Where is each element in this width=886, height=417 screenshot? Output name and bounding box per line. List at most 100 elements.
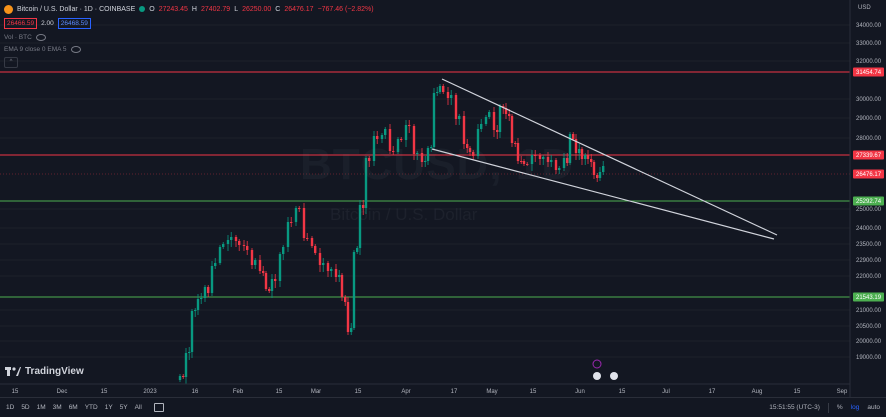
- time-tick-label: Jul: [662, 389, 670, 395]
- timeframe-5d[interactable]: 5D: [21, 404, 30, 411]
- candle-body: [538, 155, 542, 159]
- volume-indicator[interactable]: Vol · BTC: [4, 33, 32, 41]
- timeframe-1y[interactable]: 1Y: [104, 404, 113, 411]
- price-tick-label: 19000.00: [856, 355, 882, 361]
- sell-button[interactable]: 26466.59: [4, 17, 38, 29]
- price-tick-label: 22900.00: [856, 258, 882, 264]
- price-tag: 25292.74: [853, 196, 884, 206]
- time-tick-label: 15: [101, 389, 108, 395]
- candle-body: [302, 208, 306, 238]
- candle-body: [392, 151, 395, 152]
- eye-icon[interactable]: [70, 45, 81, 53]
- auto-toggle[interactable]: auto: [867, 404, 880, 411]
- price-tick-label: 22000.00: [856, 274, 882, 280]
- candle-body: [476, 129, 480, 156]
- candle-body: [424, 161, 427, 162]
- event-icon[interactable]: [592, 359, 602, 369]
- candle-body: [454, 95, 458, 119]
- candle-body: [472, 152, 475, 156]
- time-tick-label: Mar: [311, 389, 321, 395]
- currency-label[interactable]: USD: [858, 5, 871, 11]
- candle-body: [294, 208, 298, 222]
- candle-body: [586, 155, 590, 159]
- flag-us-icon[interactable]: [610, 372, 618, 380]
- candle-body: [298, 208, 301, 209]
- collapse-legend-button[interactable]: ^: [4, 56, 18, 68]
- candle-body: [520, 161, 523, 162]
- candle-body: [230, 237, 233, 240]
- candle-body: [290, 222, 293, 223]
- candle-body: [384, 129, 387, 135]
- candle-body: [554, 160, 558, 170]
- chart-area[interactable]: USD 34000.00 33000.00 32000.00 30000.00 29000…: [0, 0, 886, 397]
- timeframe-5y[interactable]: 5Y: [119, 404, 128, 411]
- price-tick-label: 21000.00: [856, 308, 882, 314]
- candle-body: [242, 245, 246, 246]
- open-value: 27243.45: [158, 5, 188, 13]
- timeframe-1m[interactable]: 1M: [36, 404, 46, 411]
- upper-trendline[interactable]: [441, 78, 778, 236]
- time-tick-label: Feb: [233, 389, 244, 395]
- calendar-range-icon[interactable]: [153, 403, 164, 412]
- ema-indicator[interactable]: EMA 9 close 0 EMA 5: [4, 45, 67, 53]
- candle-body: [436, 92, 439, 93]
- time-tick-label: 15: [530, 389, 537, 395]
- eye-icon[interactable]: [35, 33, 46, 41]
- candle-body: [188, 352, 191, 353]
- tradingview-logo-icon: [5, 367, 21, 376]
- time-tick-label: 15: [276, 389, 283, 395]
- candle-body: [344, 297, 347, 302]
- candle-body: [334, 269, 338, 277]
- timeframe-list: 1D 5D 1M 3M 6M YTD 1Y 5Y All: [6, 404, 142, 411]
- candle-body: [480, 124, 483, 129]
- candle-body: [356, 248, 359, 252]
- svg-text:27339.67: 27339.67: [856, 153, 882, 159]
- price-tag: 27339.67: [853, 150, 884, 160]
- timeframe-all[interactable]: All: [134, 404, 142, 411]
- candle-body: [222, 244, 225, 247]
- candle-body: [466, 144, 469, 148]
- svg-text:26476.17: 26476.17: [856, 172, 882, 178]
- candle-body: [400, 139, 403, 140]
- clock-readout[interactable]: 15:51:55 (UTC-3): [769, 404, 820, 411]
- timeframe-ytd[interactable]: YTD: [84, 404, 98, 411]
- price-tick-label: 20500.00: [856, 324, 882, 330]
- log-toggle[interactable]: log: [850, 404, 860, 411]
- timeframe-6m[interactable]: 6M: [68, 404, 78, 411]
- svg-text:25292.74: 25292.74: [856, 199, 882, 205]
- candle-body: [574, 139, 578, 153]
- candle-body: [510, 116, 514, 143]
- candle-body: [572, 134, 575, 139]
- candle-body: [598, 172, 602, 178]
- candle-body: [462, 116, 466, 144]
- candle-body: [562, 158, 566, 168]
- timeframe-1d[interactable]: 1D: [6, 404, 15, 411]
- candle-body: [558, 168, 561, 170]
- bottom-toolbar: 1D 5D 1M 3M 6M YTD 1Y 5Y All 15:51:55 (UTC-3) % …: [0, 397, 886, 417]
- candle-body: [488, 112, 491, 117]
- candle-body: [362, 205, 365, 208]
- candle-body: [246, 246, 249, 250]
- candle-body: [446, 92, 450, 98]
- candle-body: [250, 250, 254, 265]
- lower-trendline[interactable]: [431, 148, 775, 240]
- candle-body: [578, 149, 581, 153]
- event-markers: [592, 359, 618, 380]
- svg-text:31454.74: 31454.74: [856, 70, 882, 76]
- flag-us-icon[interactable]: [593, 372, 601, 380]
- tradingview-logo[interactable]: TradingView: [5, 366, 84, 377]
- price-tick-label: 28000.00: [856, 136, 882, 142]
- candle-body: [484, 117, 488, 124]
- buy-button[interactable]: 26468.59: [57, 17, 91, 29]
- candle-body: [508, 114, 511, 116]
- candle-body: [530, 155, 534, 164]
- candle-body: [516, 143, 520, 161]
- percent-toggle[interactable]: %: [836, 404, 843, 411]
- candle-body: [396, 139, 400, 152]
- candle-body: [372, 136, 376, 161]
- time-tick-label: 15: [794, 389, 801, 395]
- symbol-title[interactable]: Bitcoin / U.S. Dollar · 1D · COINBASE: [17, 5, 136, 13]
- price-tick-label: 24000.00: [856, 226, 882, 232]
- timeframe-3m[interactable]: 3M: [52, 404, 62, 411]
- candle-body: [404, 125, 408, 140]
